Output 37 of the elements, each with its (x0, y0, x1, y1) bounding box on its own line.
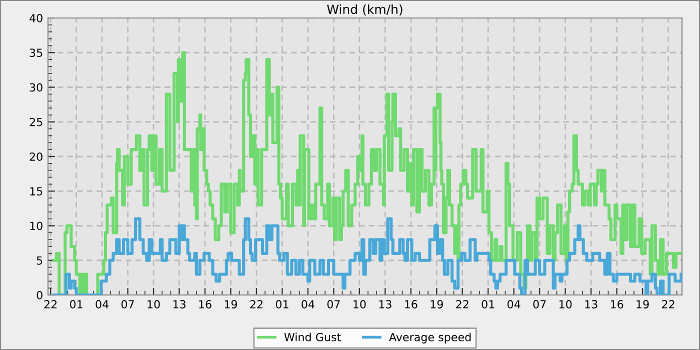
x-tick-label: 19 (430, 300, 443, 308)
x-tick-label: 22 (662, 300, 674, 308)
chart-title: Wind (km/h) (327, 4, 402, 16)
y-tick-label: 20 (30, 152, 42, 161)
y-tick-label: 0 (36, 290, 42, 300)
x-tick-label: 01 (70, 300, 82, 308)
x-tick-label: 16 (610, 300, 624, 308)
x-tick-label: 19 (636, 300, 649, 308)
y-tick-label: 10 (30, 222, 42, 230)
x-tick-label: 10 (559, 300, 572, 308)
x-tick-label: 22 (250, 300, 262, 308)
x-tick-label: 01 (276, 300, 288, 308)
x-tick-label: 07 (327, 300, 340, 308)
x-tick-label: 04 (508, 300, 520, 308)
x-tick-label: 10 (354, 300, 366, 308)
y-tick-label: 40 (30, 14, 42, 22)
x-tick-label: 13 (585, 300, 598, 308)
x-tick-label: 07 (121, 300, 134, 308)
x-tick-label: 19 (224, 300, 238, 308)
y-tick-label: 15 (30, 187, 42, 196)
y-tick-label: 35 (30, 48, 42, 58)
y-tick-label: 5 (36, 256, 42, 265)
legend-label: Wind Gust (284, 332, 341, 342)
x-tick-label: 04 (302, 300, 314, 308)
x-tick-label: 13 (173, 300, 186, 308)
x-tick-label: 22 (456, 300, 468, 308)
x-tick-label: 22 (44, 300, 57, 308)
y-tick-label: 25 (30, 118, 42, 126)
x-tick-label: 16 (405, 300, 418, 308)
x-tick-label: 04 (96, 300, 108, 308)
legend-label: Average speed (389, 332, 471, 344)
y-tick-label: 30 (30, 83, 42, 92)
x-tick-label: 10 (148, 300, 160, 308)
x-tick-label: 07 (533, 300, 546, 308)
x-tick-label: 13 (379, 300, 392, 308)
x-tick-label: 01 (482, 300, 494, 308)
x-tick-label: 16 (199, 300, 212, 308)
